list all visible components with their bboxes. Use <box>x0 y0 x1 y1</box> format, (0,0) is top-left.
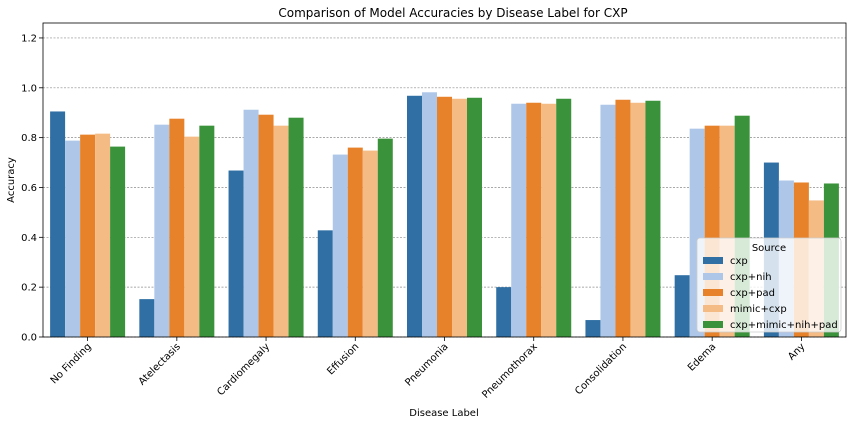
bar-mimic-cxp-pneumonia <box>452 98 467 337</box>
legend: Source cxp cxp+nih cxp+pad mimic+cxp cxp+mim… <box>696 237 842 333</box>
legend-label: cxp <box>730 256 748 267</box>
y-tick-label: 0.8 <box>21 133 37 144</box>
x-tick-label: Edema <box>686 341 718 373</box>
bar-cxp-no-finding <box>50 111 66 337</box>
y-axis: 0.0 0.2 0.4 0.6 0.8 1.0 1.2 <box>21 33 43 344</box>
bar-mimic-cxp-atelectasis <box>184 136 200 337</box>
x-tick-label: Cardiomegaly <box>215 341 272 398</box>
bar-cxp-atelectasis <box>139 299 155 337</box>
legend-label: mimic+cxp <box>730 304 787 315</box>
x-tick-label: Effusion <box>325 341 361 377</box>
x-axis: No Finding Atelectasis Cardiomegaly Effusio… <box>49 337 808 401</box>
bar-cxp-mimic-nih-pad-atelectasis <box>199 125 215 337</box>
bar-mimic-cxp-pneumothorax <box>541 103 557 337</box>
legend-label: cxp+pad <box>730 288 775 299</box>
legend-box <box>696 237 842 333</box>
bar-cxp-mimic-nih-pad-consolidation <box>645 100 661 337</box>
y-tick-label: 1.0 <box>21 83 37 94</box>
x-axis-title: Disease Label <box>409 408 479 419</box>
legend-swatch <box>703 257 723 264</box>
bar-cxp-pad-consolidation <box>615 99 631 337</box>
legend-label: cxp+mimic+nih+pad <box>730 320 838 331</box>
x-tick-label: Pneumonia <box>403 341 450 388</box>
bar-cxp-pneumonia <box>407 95 422 338</box>
bar-cxp-mimic-nih-pad-no-finding <box>110 146 126 337</box>
legend-swatch <box>703 273 723 280</box>
bar-cxp-nih-pneumothorax <box>511 103 527 337</box>
legend-label: cxp+nih <box>730 272 772 283</box>
x-tick-label: Any <box>786 341 807 362</box>
x-tick-label: No Finding <box>49 341 94 386</box>
bar-cxp-pad-effusion <box>347 147 363 337</box>
x-tick-label: Consolidation <box>573 341 629 397</box>
bar-cxp-nih-no-finding <box>65 140 81 337</box>
bar-cxp-pneumothorax <box>496 287 512 337</box>
bar-cxp-mimic-nih-pad-pneumonia <box>467 97 482 337</box>
bar-cxp-pad-cardiomegaly <box>258 114 274 337</box>
x-tick-label: Pneumothorax <box>480 341 540 401</box>
bar-cxp-edema <box>674 275 690 337</box>
bar-cxp-nih-pneumonia <box>422 92 437 338</box>
bar-cxp-effusion <box>317 230 333 337</box>
y-tick-label: 0.4 <box>21 233 37 244</box>
bar-mimic-cxp-effusion <box>362 150 378 337</box>
bar-cxp-mimic-nih-pad-cardiomegaly <box>288 117 304 337</box>
bar-cxp-nih-atelectasis <box>154 124 170 337</box>
legend-swatch <box>703 321 723 328</box>
bar-cxp-consolidation <box>585 320 601 337</box>
bar-cxp-mimic-nih-pad-effusion <box>377 138 393 337</box>
x-tick-label: Atelectasis <box>137 341 183 387</box>
bar-cxp-pad-pneumonia <box>437 96 452 337</box>
y-axis-title: Accuracy <box>6 157 17 203</box>
bar-cxp-pad-no-finding <box>80 134 96 337</box>
y-tick-label: 0.0 <box>21 333 37 344</box>
legend-swatch <box>703 289 723 296</box>
bar-cxp-cardiomegaly <box>228 170 244 337</box>
bar-cxp-nih-consolidation <box>600 104 616 337</box>
y-tick-label: 0.2 <box>21 283 37 294</box>
bar-mimic-cxp-consolidation <box>630 102 646 337</box>
y-tick-label: 1.2 <box>21 33 37 44</box>
legend-title: Source <box>752 243 786 254</box>
bar-cxp-nih-effusion <box>332 154 348 337</box>
bar-mimic-cxp-no-finding <box>95 133 111 337</box>
bar-cxp-nih-cardiomegaly <box>243 109 259 337</box>
y-tick-label: 0.6 <box>21 183 37 194</box>
chart-title: Comparison of Model Accuracies by Diseas… <box>278 6 627 20</box>
legend-swatch <box>703 305 723 312</box>
bar-cxp-mimic-nih-pad-pneumothorax <box>556 98 572 337</box>
bar-mimic-cxp-cardiomegaly <box>273 125 289 337</box>
bar-cxp-pad-atelectasis <box>169 118 185 337</box>
bar-cxp-pad-pneumothorax <box>526 102 542 337</box>
